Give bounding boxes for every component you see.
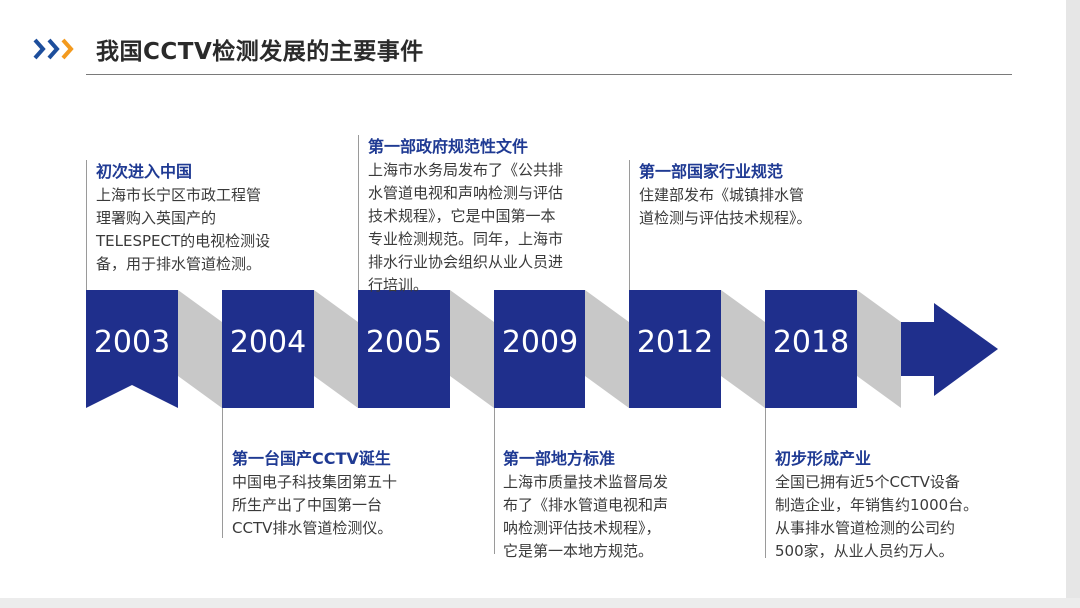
ribbon-fold bbox=[721, 290, 765, 408]
event-heading: 第一部政府规范性文件 bbox=[368, 137, 529, 156]
ribbon-fold bbox=[857, 290, 901, 408]
event-line: 500家，从业人员约万人。 bbox=[775, 542, 954, 560]
event-line: 排水行业协会组织从业人员进 bbox=[368, 253, 564, 271]
event-line: 制造企业，年销售约1000台。 bbox=[775, 496, 979, 514]
year-label-2005: 2005 bbox=[365, 325, 443, 360]
ribbon-fold bbox=[178, 290, 222, 408]
event-description: 全国已拥有近5个CCTV设备 制造企业，年销售约1000台。 从事排水管道检测的… bbox=[775, 471, 978, 563]
event-line: 呐检测评估技术规程》， bbox=[503, 519, 661, 537]
page-title: 我国CCTV检测发展的主要事件 bbox=[96, 39, 424, 65]
ribbon-fold bbox=[450, 290, 494, 408]
event-line: 道检测与评估技术规程》。 bbox=[639, 209, 812, 227]
connector-line-2004 bbox=[222, 408, 223, 538]
ribbon-fold bbox=[585, 290, 629, 408]
slide-frame-right bbox=[1066, 0, 1080, 608]
event-line: 上海市质量技术监督局发 bbox=[503, 473, 669, 491]
year-block-2009 bbox=[494, 290, 585, 408]
year-block-2003 bbox=[86, 290, 178, 408]
event-line: 备，用于排水管道检测。 bbox=[96, 255, 262, 273]
year-label-2012: 2012 bbox=[636, 325, 714, 360]
event-line: 理署购入英国产的 bbox=[96, 209, 217, 227]
event-description: 住建部发布《城镇排水管 道检测与评估技术规程》。 bbox=[639, 184, 812, 230]
connector-line-2003 bbox=[86, 160, 87, 290]
event-description: 上海市长宁区市政工程管 理署购入英国产的 TELESPECT的电视检测设 备，用… bbox=[96, 184, 270, 276]
event-line: 住建部发布《城镇排水管 bbox=[639, 186, 805, 204]
slide-frame-bottom bbox=[0, 598, 1080, 608]
year-block-2005 bbox=[358, 290, 450, 408]
event-line: 它是第一本地方规范。 bbox=[503, 542, 654, 560]
connector-line-2018 bbox=[765, 408, 766, 558]
event-line: 上海市水务局发布了《公共排 bbox=[368, 161, 564, 179]
event-heading: 初次进入中国 bbox=[96, 162, 193, 181]
ribbon-fold bbox=[314, 290, 358, 408]
event-line: CCTV排水管道检测仪。 bbox=[232, 519, 393, 537]
event-line: 行培训。 bbox=[368, 276, 429, 294]
connector-line-2012 bbox=[629, 160, 630, 290]
event-line: 上海市长宁区市政工程管 bbox=[96, 186, 262, 204]
chevron-right-double-icon bbox=[33, 38, 74, 60]
year-label-2003: 2003 bbox=[93, 325, 171, 360]
event-line: 技术规程》，它是中国第一本 bbox=[368, 207, 556, 225]
connector-line-2005 bbox=[358, 135, 359, 290]
event-2003: 初次进入中国 上海市长宁区市政工程管 理署购入英国产的 TELESPECT的电视… bbox=[96, 158, 270, 276]
year-block-2004 bbox=[222, 290, 314, 408]
timeline-arrow-head bbox=[901, 303, 998, 396]
event-2018: 初步形成产业 全国已拥有近5个CCTV设备 制造企业，年销售约1000台。 从事… bbox=[775, 445, 978, 563]
event-line: TELESPECT的电视检测设 bbox=[96, 232, 271, 250]
title-divider bbox=[86, 74, 1012, 75]
year-label-2018: 2018 bbox=[772, 325, 850, 360]
event-line: 全国已拥有近5个CCTV设备 bbox=[775, 473, 960, 491]
year-label-2009: 2009 bbox=[501, 325, 579, 360]
event-2005: 第一部政府规范性文件 上海市水务局发布了《公共排 水管道电视和声呐检测与评估 技… bbox=[368, 133, 563, 297]
year-block-2018 bbox=[765, 290, 857, 408]
event-line: 水管道电视和声呐检测与评估 bbox=[368, 184, 564, 202]
event-heading: 第一部国家行业规范 bbox=[639, 162, 784, 181]
event-line: 从事排水管道检测的公司约 bbox=[775, 519, 956, 537]
event-heading: 第一部地方标准 bbox=[503, 449, 616, 468]
event-2009: 第一部地方标准 上海市质量技术监督局发 布了《排水管道电视和声 呐检测评估技术规… bbox=[503, 445, 668, 563]
year-block-2012 bbox=[629, 290, 721, 408]
event-description: 上海市质量技术监督局发 布了《排水管道电视和声 呐检测评估技术规程》， 它是第一… bbox=[503, 471, 668, 563]
event-line: 布了《排水管道电视和声 bbox=[503, 496, 669, 514]
event-description: 中国电子科技集团第五十 所生产出了中国第一台 CCTV排水管道检测仪。 bbox=[232, 471, 397, 540]
year-label-2004: 2004 bbox=[229, 325, 307, 360]
event-line: 专业检测规范。同年，上海市 bbox=[368, 230, 564, 248]
event-heading: 第一台国产CCTV诞生 bbox=[232, 449, 391, 468]
event-heading: 初步形成产业 bbox=[775, 449, 872, 468]
event-description: 上海市水务局发布了《公共排 水管道电视和声呐检测与评估 技术规程》，它是中国第一… bbox=[368, 159, 563, 297]
event-line: 所生产出了中国第一台 bbox=[232, 496, 383, 514]
event-line: 中国电子科技集团第五十 bbox=[232, 473, 398, 491]
event-2012: 第一部国家行业规范 住建部发布《城镇排水管 道检测与评估技术规程》。 bbox=[639, 158, 812, 230]
event-2004: 第一台国产CCTV诞生 中国电子科技集团第五十 所生产出了中国第一台 CCTV排… bbox=[232, 445, 397, 540]
connector-line-2009 bbox=[494, 408, 495, 554]
